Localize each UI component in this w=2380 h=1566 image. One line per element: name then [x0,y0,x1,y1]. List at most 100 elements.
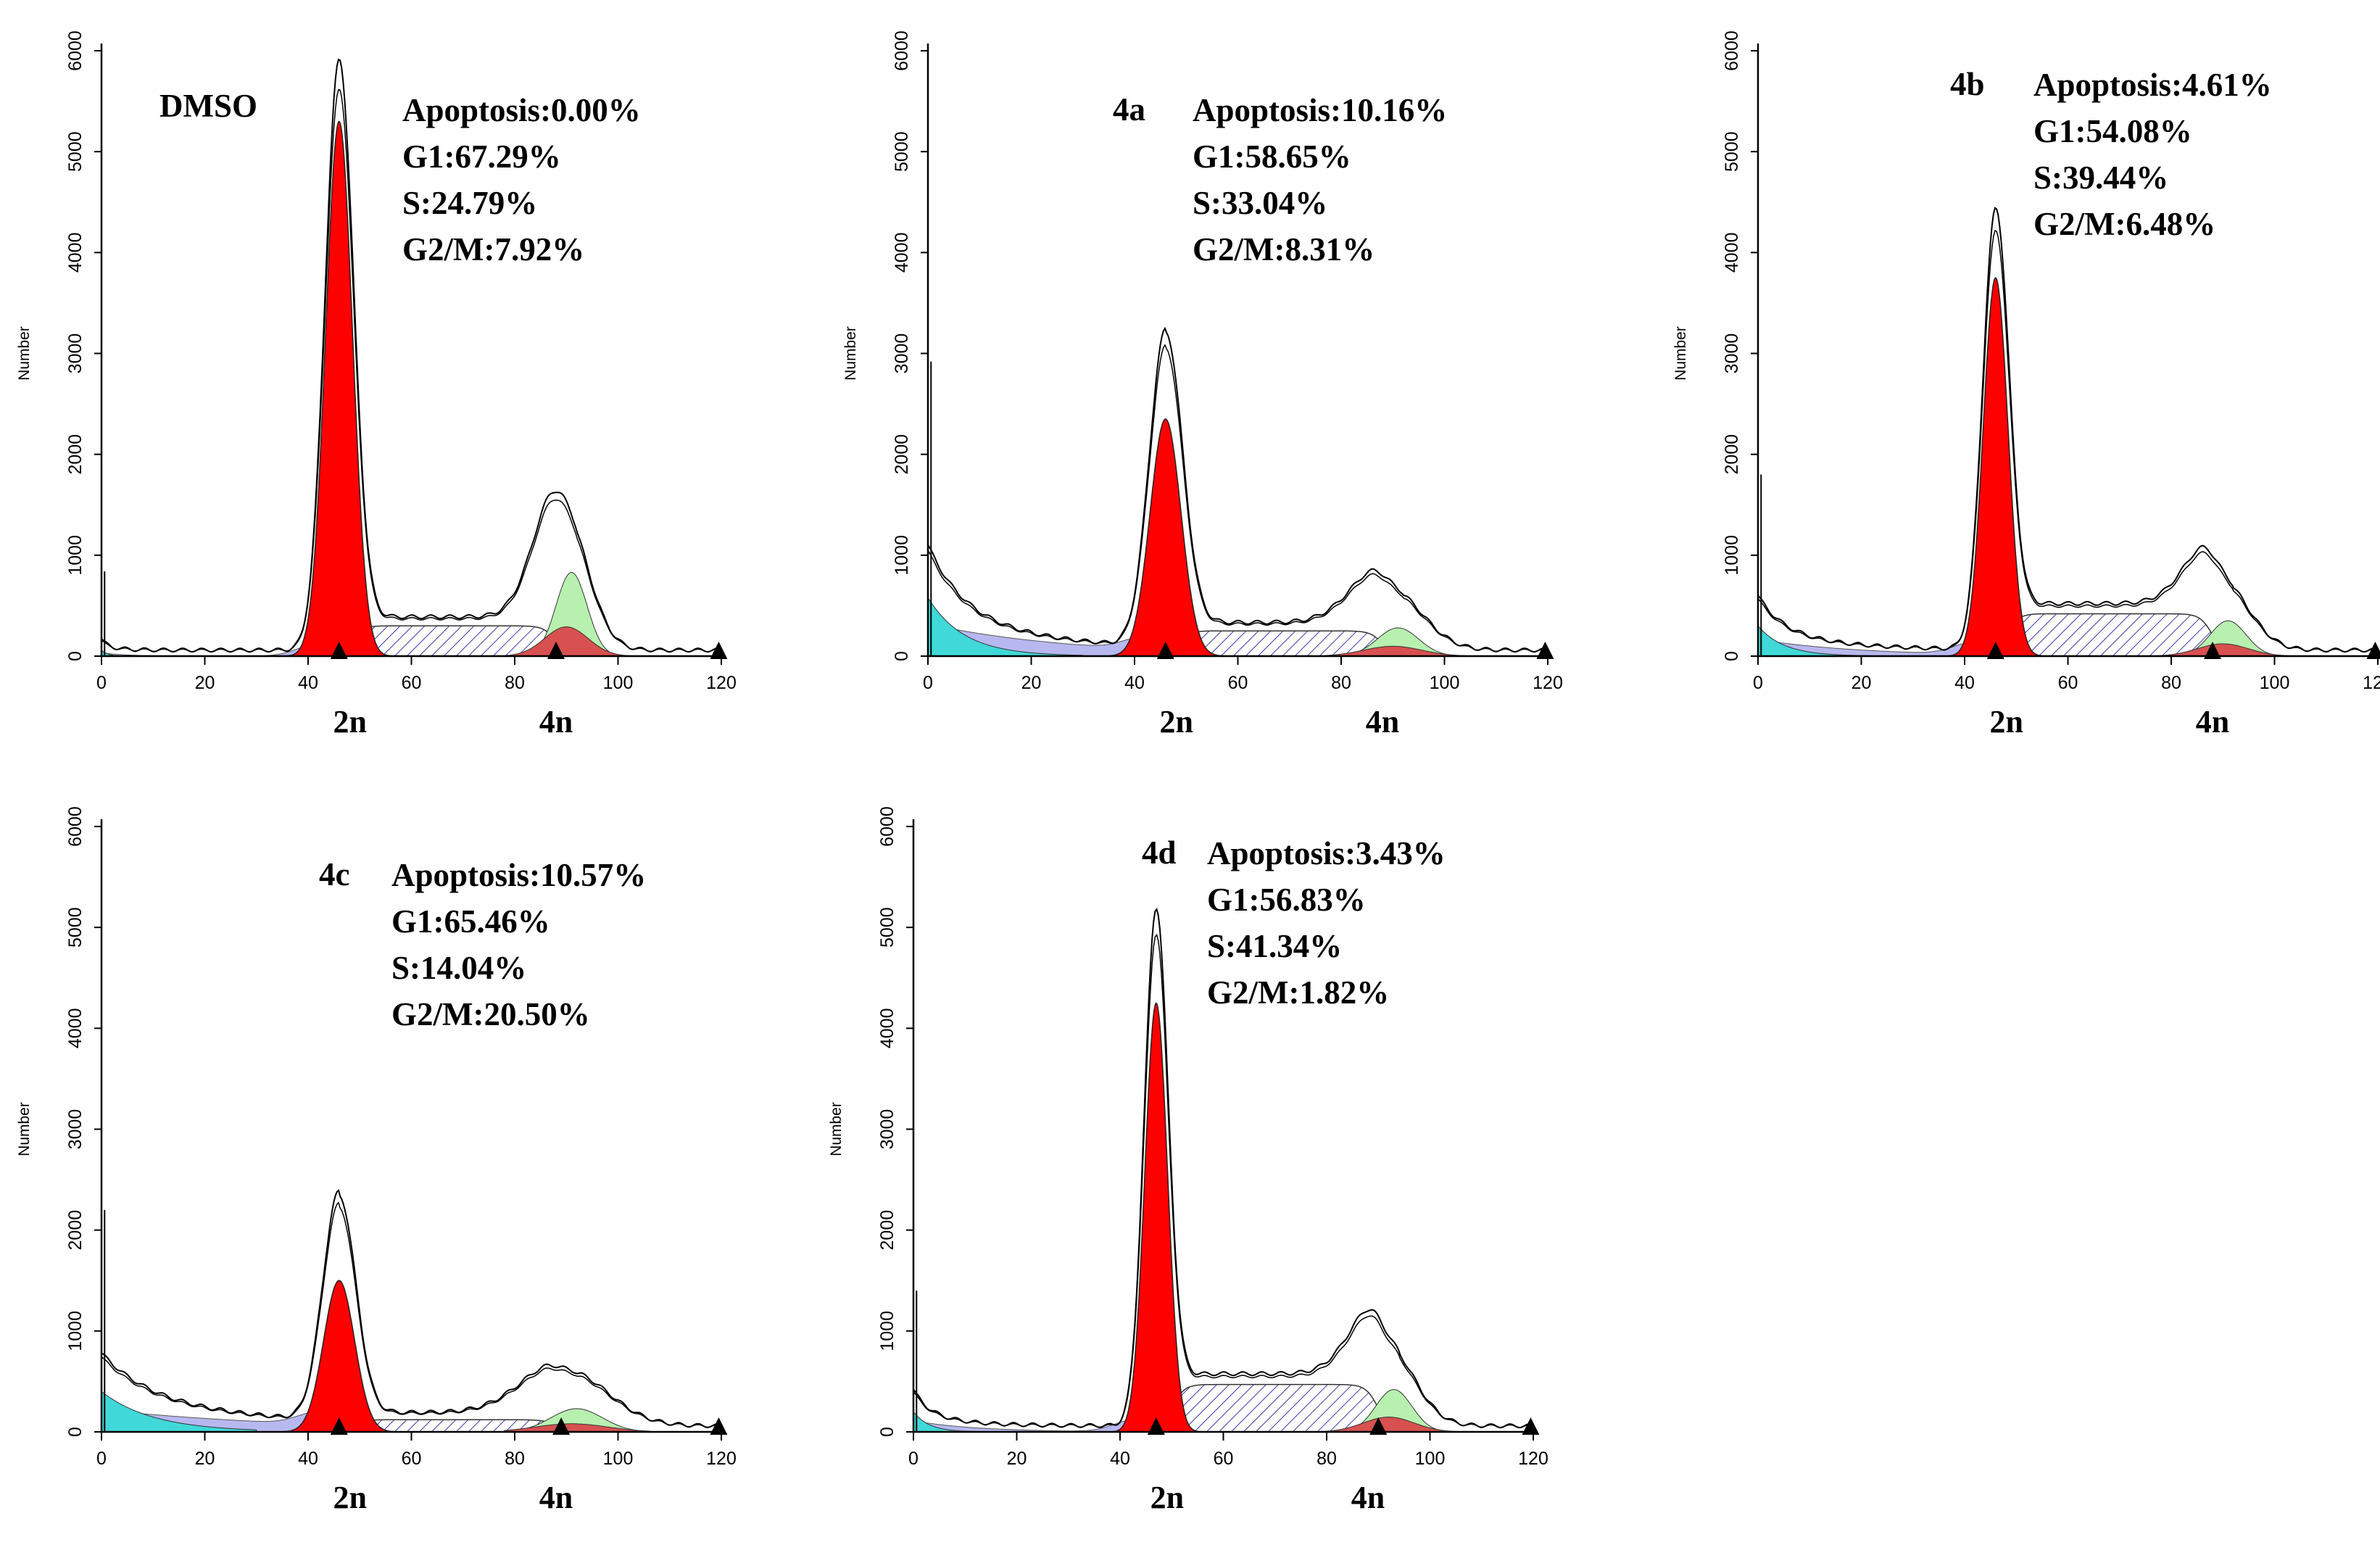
ploidy-label-2n: 2n [1160,704,1193,740]
data-histogram-line [913,933,1534,1428]
panel-label: 4c [319,856,350,892]
histogram-4d: 0 1000 2000 3000 4000 5000 6000 0 20 40 60 80 100 120… [828,806,1548,1515]
y-tick-label: 5000 [65,131,86,172]
y-tick-label: 6000 [65,806,86,847]
y-tick-label: 4000 [65,1008,86,1049]
ploidy-label-4n: 4n [539,704,573,740]
debris-region [927,596,1084,657]
x-tick-label: 100 [603,673,634,693]
g2-overlap-region [504,1423,650,1433]
fit-envelope-line [913,908,1534,1429]
x-tick-label: 120 [706,673,737,693]
stats-block: Apoptosis:0.00% G1:67.29% S:24.79% G2/M:… [402,87,641,273]
g1-marker [330,1417,348,1435]
y-tick-label: 5000 [892,131,912,172]
x-tick-label: 60 [1228,673,1248,693]
y-axis-label: Number [16,326,33,381]
x-tick-label: 20 [195,1449,215,1469]
y-tick-label: 0 [65,1427,86,1437]
x-tick-label: 80 [1317,1449,1337,1469]
y-tick-label: 4000 [65,233,86,273]
ploidy-label-2n: 2n [1150,1480,1184,1515]
y-tick-label: 3000 [892,334,912,374]
panel-4b: 0 1000 2000 3000 4000 5000 6000 0 20 40 60 80 100 120… [1664,22,2380,790]
g1-peak [1103,418,1229,657]
stat-s: S:33.04% [1193,185,1328,221]
y-tick-label: 0 [877,1427,897,1437]
g1-peak [1945,277,2047,657]
y-tick-label: 5000 [65,907,86,948]
stat-g2m: G2/M:8.31% [1193,231,1375,268]
x-tick-label: 60 [402,673,422,693]
ploidy-label-2n: 2n [333,704,367,740]
stat-s: S:14.04% [391,950,527,986]
stat-g1: G1:67.29% [402,138,561,175]
stat-apoptosis: Apoptosis:10.16% [1193,92,1448,128]
stat-g1: G1:58.65% [1193,138,1351,175]
y-tick-label: 2000 [1722,434,1742,475]
g2-marker [552,1417,571,1435]
stat-apoptosis: Apoptosis:3.43% [1207,835,1446,871]
g2-overlap-region [2155,643,2301,657]
fit-envelope-line [1757,207,2379,653]
y-axis-label: Number [1672,326,1689,381]
data-histogram-line [101,88,722,652]
stats-block: Apoptosis:3.43% G1:56.83% S:41.34% G2/M:… [1207,830,1446,1016]
y-tick-label: 3000 [877,1109,897,1150]
y-axis-label: Number [828,1102,845,1156]
x-tick-label: 40 [298,673,318,693]
stat-s: S:39.44% [2033,160,2169,196]
g2-marker [2204,642,2221,659]
x-tick-label: 100 [1415,1449,1446,1469]
ploidy-label-4n: 4n [1366,704,1399,740]
end-marker [2366,642,2380,659]
g1-peak [276,1280,402,1433]
x-tick-label: 0 [1753,673,1763,693]
stat-g1: G1:56.83% [1207,882,1366,918]
x-tick-label: 40 [298,1449,318,1469]
stat-apoptosis: Apoptosis:10.57% [391,857,647,893]
data-histogram-line [1757,229,2379,652]
y-tick-label: 3000 [65,1109,86,1150]
y-tick-label: 1000 [1722,535,1742,576]
y-tick-label: 0 [892,651,912,661]
stats-block: Apoptosis:4.61% G1:54.08% S:39.44% G2/M:… [2033,62,2272,247]
x-tick-label: 80 [1331,673,1351,693]
y-tick-label: 1000 [877,1311,897,1351]
stat-g2m: G2/M:1.82% [1207,974,1390,1011]
g1-marker [1147,1417,1165,1435]
x-tick-label: 80 [2161,673,2181,693]
fit-envelope-line [101,1188,722,1428]
panel-label: DMSO [159,88,257,124]
histogram-dmso: 0 1000 2000 3000 4000 5000 6000 0 20 40 60 80 100 120… [16,30,737,740]
g2-marker [1369,1417,1388,1435]
stat-apoptosis: Apoptosis:4.61% [2033,67,2272,103]
y-tick-label: 6000 [65,30,86,71]
y-tick-label: 4000 [877,1008,897,1049]
stat-g1: G1:54.08% [2033,113,2192,149]
y-tick-label: 2000 [877,1210,897,1251]
ploidy-label-4n: 4n [539,1480,573,1515]
x-tick-label: 40 [1124,673,1145,693]
g2-overlap-region [1325,645,1471,657]
x-tick-label: 100 [2260,673,2290,693]
panel-dmso: 0 1000 2000 3000 4000 5000 6000 0 20 40 60 80 100 120… [7,22,790,790]
y-tick-label: 6000 [892,30,912,71]
fit-envelope-line [927,326,1548,653]
x-tick-label: 120 [2363,673,2380,693]
ploidy-label-4n: 4n [1351,1480,1385,1515]
x-tick-label: 20 [1007,1449,1027,1469]
histogram-4a: 0 1000 2000 3000 4000 5000 6000 0 20 40 60 80 100 120… [842,30,1563,740]
x-tick-label: 0 [908,1449,919,1469]
y-tick-label: 2000 [65,1210,86,1251]
y-tick-label: 5000 [1722,131,1742,172]
end-marker [1536,642,1554,659]
histogram-4b: 0 1000 2000 3000 4000 5000 6000 0 20 40 60 80 100 120… [1672,30,2380,740]
s-phase-region [1984,613,2234,657]
stats-block: Apoptosis:10.16% G1:58.65% S:33.04% G2/M… [1193,87,1447,273]
y-tick-label: 1000 [65,535,86,576]
end-marker [710,642,728,659]
x-tick-label: 20 [1852,673,1872,693]
y-tick-label: 3000 [1722,334,1742,374]
y-tick-label: 1000 [892,535,912,576]
